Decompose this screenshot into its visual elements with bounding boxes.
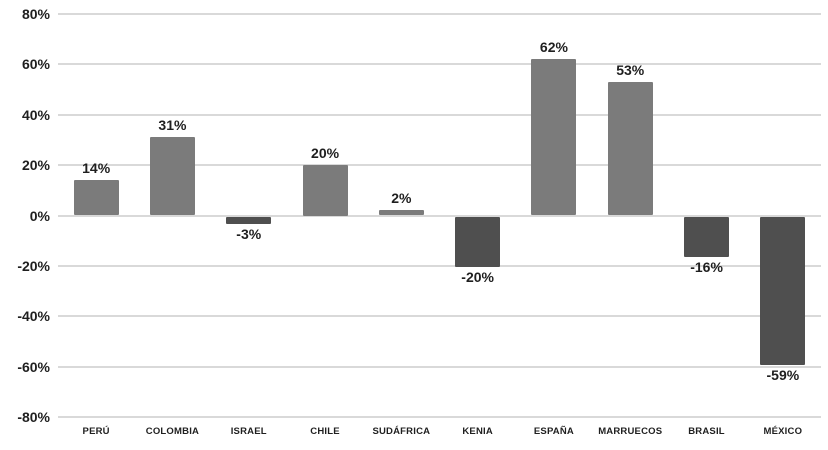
bar xyxy=(684,216,730,257)
y-axis-tick-label: -60% xyxy=(17,358,50,375)
x-axis-category-label: SUDÁFRICA xyxy=(372,426,431,437)
gridline xyxy=(58,113,821,116)
bar-value-label: -16% xyxy=(690,258,723,275)
y-axis-tick-label: 80% xyxy=(21,6,50,22)
x-axis-category-label: CHILE xyxy=(310,426,340,437)
bar xyxy=(760,216,806,366)
y-axis-tick-label: 40% xyxy=(21,106,50,123)
bar-value-label: 62% xyxy=(539,39,568,56)
x-axis-category-label: ESPAÑA xyxy=(533,426,574,437)
x-axis-category-label: PERÚ xyxy=(82,426,110,437)
y-axis-tick-label: -40% xyxy=(17,308,50,325)
bar-value-label: 14% xyxy=(82,160,111,177)
bar-value-label: 2% xyxy=(391,190,412,207)
gridline xyxy=(58,264,821,267)
x-axis-category-label: KENIA xyxy=(462,426,493,437)
gridline xyxy=(58,63,821,66)
bar xyxy=(607,82,653,216)
gridline xyxy=(58,315,821,318)
bar xyxy=(455,216,501,267)
bar-value-label: 53% xyxy=(616,62,645,78)
bar xyxy=(531,59,577,216)
y-axis-tick-label: 60% xyxy=(21,56,50,73)
y-axis-tick-label: 20% xyxy=(21,157,50,174)
bar-value-label: 20% xyxy=(311,145,340,162)
bar xyxy=(149,137,195,216)
y-axis-tick-label: -20% xyxy=(17,257,50,274)
gridline xyxy=(58,365,821,368)
x-axis-category-label: COLOMBIA xyxy=(145,426,200,437)
y-axis-tick-label: -80% xyxy=(17,409,50,425)
gridline xyxy=(58,416,821,418)
bar-value-label: 31% xyxy=(158,117,187,134)
bar xyxy=(226,216,272,225)
gridline xyxy=(58,164,821,167)
y-axis-tick-label: 0% xyxy=(29,207,50,224)
x-axis-category-label: BRASIL xyxy=(688,426,725,437)
bar-value-label: -3% xyxy=(236,226,262,243)
bar xyxy=(302,165,348,216)
bar xyxy=(378,210,424,216)
bar xyxy=(73,180,119,216)
x-axis-category-label: MARRUECOS xyxy=(598,426,663,437)
gridline xyxy=(58,214,821,217)
bar-value-label: -20% xyxy=(461,268,494,285)
bar-value-label: -59% xyxy=(766,367,800,384)
x-axis-category-label: MÉXICO xyxy=(763,426,803,437)
x-axis-category-label: ISRAEL xyxy=(230,426,267,437)
gridline xyxy=(58,13,821,15)
